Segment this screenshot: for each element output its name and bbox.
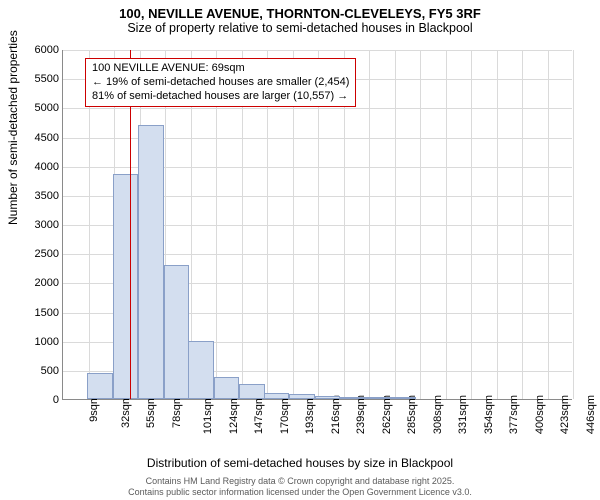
histogram-bar: [340, 397, 366, 399]
x-tick-label: 308sqm: [432, 395, 444, 434]
grid-line-v: [573, 50, 574, 399]
x-tick-label: 400sqm: [534, 395, 546, 434]
x-tick-label: 423sqm: [559, 395, 571, 434]
histogram-bar: [138, 125, 164, 399]
histogram-bar: [164, 265, 190, 399]
grid-line-v: [395, 50, 396, 399]
histogram-bar: [87, 373, 113, 399]
chart-title-block: 100, NEVILLE AVENUE, THORNTON-CLEVELEYS,…: [0, 0, 600, 37]
grid-line-v: [369, 50, 370, 399]
y-tick-label: 4000: [21, 161, 59, 173]
x-tick-label: 101sqm: [202, 395, 214, 434]
x-tick-label: 170sqm: [279, 395, 291, 434]
footer: Contains HM Land Registry data © Crown c…: [0, 476, 600, 498]
grid-line-v: [548, 50, 549, 399]
x-tick-label: 354sqm: [483, 395, 495, 434]
y-tick-label: 2000: [21, 277, 59, 289]
histogram-bar: [289, 394, 315, 399]
histogram-bar: [365, 397, 391, 399]
histogram-bar: [239, 384, 265, 399]
chart-subtitle: Size of property relative to semi-detach…: [10, 21, 590, 35]
x-tick-label: 78sqm: [171, 395, 183, 428]
x-tick-label: 377sqm: [508, 395, 520, 434]
y-tick-label: 6000: [21, 44, 59, 56]
footer-line: Contains public sector information licen…: [0, 487, 600, 498]
x-tick-label: 285sqm: [406, 395, 418, 434]
histogram-bar: [264, 393, 290, 399]
x-tick-label: 193sqm: [304, 395, 316, 434]
grid-line-v: [471, 50, 472, 399]
y-tick-label: 0: [21, 394, 59, 406]
x-tick-label: 147sqm: [253, 395, 265, 434]
y-axis-label: Number of semi-detached properties: [6, 30, 20, 225]
y-tick-label: 3000: [21, 219, 59, 231]
grid-line-v: [522, 50, 523, 399]
y-tick-label: 500: [21, 365, 59, 377]
x-tick-label: 331sqm: [457, 395, 469, 434]
chart-title: 100, NEVILLE AVENUE, THORNTON-CLEVELEYS,…: [10, 6, 590, 21]
y-tick-label: 4500: [21, 132, 59, 144]
grid-line-v: [420, 50, 421, 399]
footer-line: Contains HM Land Registry data © Crown c…: [0, 476, 600, 487]
y-tick-label: 1000: [21, 336, 59, 348]
x-tick-label: 262sqm: [381, 395, 393, 434]
x-tick-label: 32sqm: [120, 395, 132, 428]
histogram-bar: [188, 341, 214, 399]
histogram-bar: [113, 174, 139, 399]
annotation-box: 100 NEVILLE AVENUE: 69sqm ← 19% of semi-…: [85, 58, 356, 107]
grid-line-v: [497, 50, 498, 399]
x-axis-label: Distribution of semi-detached houses by …: [0, 456, 600, 470]
x-tick-label: 9sqm: [88, 395, 100, 422]
histogram-bar: [214, 377, 240, 399]
annotation-line: 100 NEVILLE AVENUE: 69sqm: [92, 62, 349, 76]
annotation-line: ← 19% of semi-detached houses are smalle…: [92, 76, 349, 90]
grid-line-v: [446, 50, 447, 399]
histogram-bar: [315, 396, 341, 399]
x-tick-label: 239sqm: [355, 395, 367, 434]
x-tick-label: 124sqm: [228, 395, 240, 434]
annotation-line: 81% of semi-detached houses are larger (…: [92, 90, 349, 104]
x-tick-label: 216sqm: [330, 395, 342, 434]
x-tick-label: 446sqm: [585, 395, 597, 434]
histogram-bar: [390, 397, 416, 399]
y-tick-label: 5000: [21, 102, 59, 114]
y-tick-label: 5500: [21, 73, 59, 85]
x-tick-label: 55sqm: [145, 395, 157, 428]
y-tick-label: 2500: [21, 248, 59, 260]
y-tick-label: 1500: [21, 307, 59, 319]
y-tick-label: 3500: [21, 190, 59, 202]
